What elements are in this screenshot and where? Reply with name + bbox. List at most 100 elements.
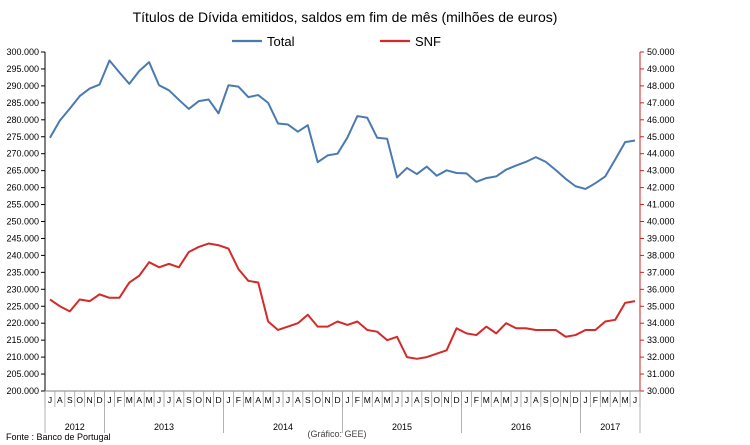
right-tick-label: 50.000 bbox=[647, 47, 675, 57]
left-tick-label: 255.000 bbox=[6, 200, 39, 210]
left-tick-label: 290.000 bbox=[6, 81, 39, 91]
x-month-label: J bbox=[633, 395, 637, 405]
x-month-label: O bbox=[433, 395, 440, 405]
left-tick-label: 265.000 bbox=[6, 166, 39, 176]
x-month-label: A bbox=[533, 395, 539, 405]
x-month-label: D bbox=[334, 395, 340, 405]
left-tick-label: 260.000 bbox=[6, 183, 39, 193]
left-tick-label: 300.000 bbox=[6, 47, 39, 57]
x-month-label: A bbox=[493, 395, 499, 405]
right-tick-label: 32.000 bbox=[647, 352, 675, 362]
x-month-label: M bbox=[503, 395, 510, 405]
left-tick-label: 280.000 bbox=[6, 115, 39, 125]
x-month-label: M bbox=[126, 395, 133, 405]
right-tick-label: 44.000 bbox=[647, 149, 675, 159]
x-month-label: F bbox=[474, 395, 479, 405]
legend-label-snf: SNF bbox=[415, 34, 441, 49]
series-line-total bbox=[49, 59, 636, 190]
left-tick-label: 285.000 bbox=[6, 98, 39, 108]
left-tick-label: 210.000 bbox=[6, 352, 39, 362]
x-month-label: M bbox=[622, 395, 629, 405]
left-tick-label: 205.000 bbox=[6, 369, 39, 379]
left-tick-label: 200.000 bbox=[6, 386, 39, 396]
left-tick-label: 270.000 bbox=[6, 149, 39, 159]
x-month-label: O bbox=[195, 395, 202, 405]
x-month-label: A bbox=[414, 395, 420, 405]
x-month-label: A bbox=[374, 395, 380, 405]
x-month-label: S bbox=[186, 395, 192, 405]
x-month-label: N bbox=[206, 395, 212, 405]
right-tick-label: 36.000 bbox=[647, 284, 675, 294]
left-tick-label: 245.000 bbox=[6, 233, 39, 243]
x-month-label: F bbox=[117, 395, 122, 405]
x-month-label: J bbox=[464, 395, 468, 405]
x-month-label: D bbox=[96, 395, 102, 405]
x-month-label: M bbox=[384, 395, 391, 405]
left-tick-label: 240.000 bbox=[6, 250, 39, 260]
right-tick-label: 30.000 bbox=[647, 386, 675, 396]
x-month-label: J bbox=[514, 395, 518, 405]
x-month-label: M bbox=[602, 395, 609, 405]
x-month-label: J bbox=[286, 395, 290, 405]
source-note: Fonte : Banco de Portugal bbox=[6, 432, 111, 442]
x-month-label: M bbox=[146, 395, 153, 405]
right-tick-label: 43.000 bbox=[647, 166, 675, 176]
x-month-label: J bbox=[226, 395, 230, 405]
right-tick-label: 39.000 bbox=[647, 233, 675, 243]
left-tick-label: 215.000 bbox=[6, 335, 39, 345]
x-month-label: J bbox=[524, 395, 528, 405]
right-tick-label: 37.000 bbox=[647, 267, 675, 277]
legend: Total SNF bbox=[232, 34, 441, 49]
x-month-label: J bbox=[395, 395, 399, 405]
x-month-label: J bbox=[167, 395, 171, 405]
x-month-label: M bbox=[364, 395, 371, 405]
x-month-label: J bbox=[48, 395, 52, 405]
x-month-label: S bbox=[305, 395, 311, 405]
left-tick-label: 230.000 bbox=[6, 284, 39, 294]
x-month-label: D bbox=[215, 395, 221, 405]
plot-area: 200.000 205.000 210.000 215.000 220.000 225.0… bbox=[6, 47, 675, 433]
right-axis: 30.000 31.000 32.000 33.000 34.000 35.000 36.0… bbox=[640, 47, 675, 396]
year-label: 2013 bbox=[154, 422, 174, 432]
chart-title: Títulos de Dívida emitidos, saldos em fi… bbox=[133, 9, 558, 25]
x-month-label: N bbox=[563, 395, 569, 405]
x-month-label: J bbox=[583, 395, 587, 405]
right-tick-label: 48.000 bbox=[647, 81, 675, 91]
x-month-label: M bbox=[265, 395, 272, 405]
x-month-label: M bbox=[245, 395, 252, 405]
x-month-label: S bbox=[67, 395, 73, 405]
right-tick-label: 45.000 bbox=[647, 132, 675, 142]
x-month-label: D bbox=[453, 395, 459, 405]
right-tick-label: 46.000 bbox=[647, 115, 675, 125]
right-tick-label: 35.000 bbox=[647, 301, 675, 311]
x-month-label: A bbox=[255, 395, 261, 405]
right-tick-label: 41.000 bbox=[647, 200, 675, 210]
x-month-label: S bbox=[424, 395, 430, 405]
x-month-label: A bbox=[136, 395, 142, 405]
year-label: 2014 bbox=[273, 422, 293, 432]
x-month-label: N bbox=[87, 395, 93, 405]
left-tick-label: 295.000 bbox=[6, 64, 39, 74]
right-tick-label: 33.000 bbox=[647, 335, 675, 345]
x-month-label: O bbox=[76, 395, 83, 405]
left-axis: 200.000 205.000 210.000 215.000 220.000 225.0… bbox=[6, 47, 45, 396]
x-month-label: O bbox=[314, 395, 321, 405]
x-month-label: S bbox=[543, 395, 549, 405]
right-tick-label: 49.000 bbox=[647, 64, 675, 74]
right-tick-label: 34.000 bbox=[647, 318, 675, 328]
x-month-label: A bbox=[57, 395, 63, 405]
x-month-label: F bbox=[355, 395, 360, 405]
credit-note: (Gráfico: GEE) bbox=[307, 429, 366, 439]
left-tick-label: 220.000 bbox=[6, 318, 39, 328]
x-month-label: A bbox=[612, 395, 618, 405]
left-tick-label: 225.000 bbox=[6, 301, 39, 311]
x-month-label: N bbox=[325, 395, 331, 405]
x-month-label: D bbox=[572, 395, 578, 405]
right-tick-label: 47.000 bbox=[647, 98, 675, 108]
right-tick-label: 38.000 bbox=[647, 250, 675, 260]
left-tick-label: 250.000 bbox=[6, 217, 39, 227]
year-label: 2016 bbox=[511, 422, 531, 432]
left-tick-label: 275.000 bbox=[6, 132, 39, 142]
